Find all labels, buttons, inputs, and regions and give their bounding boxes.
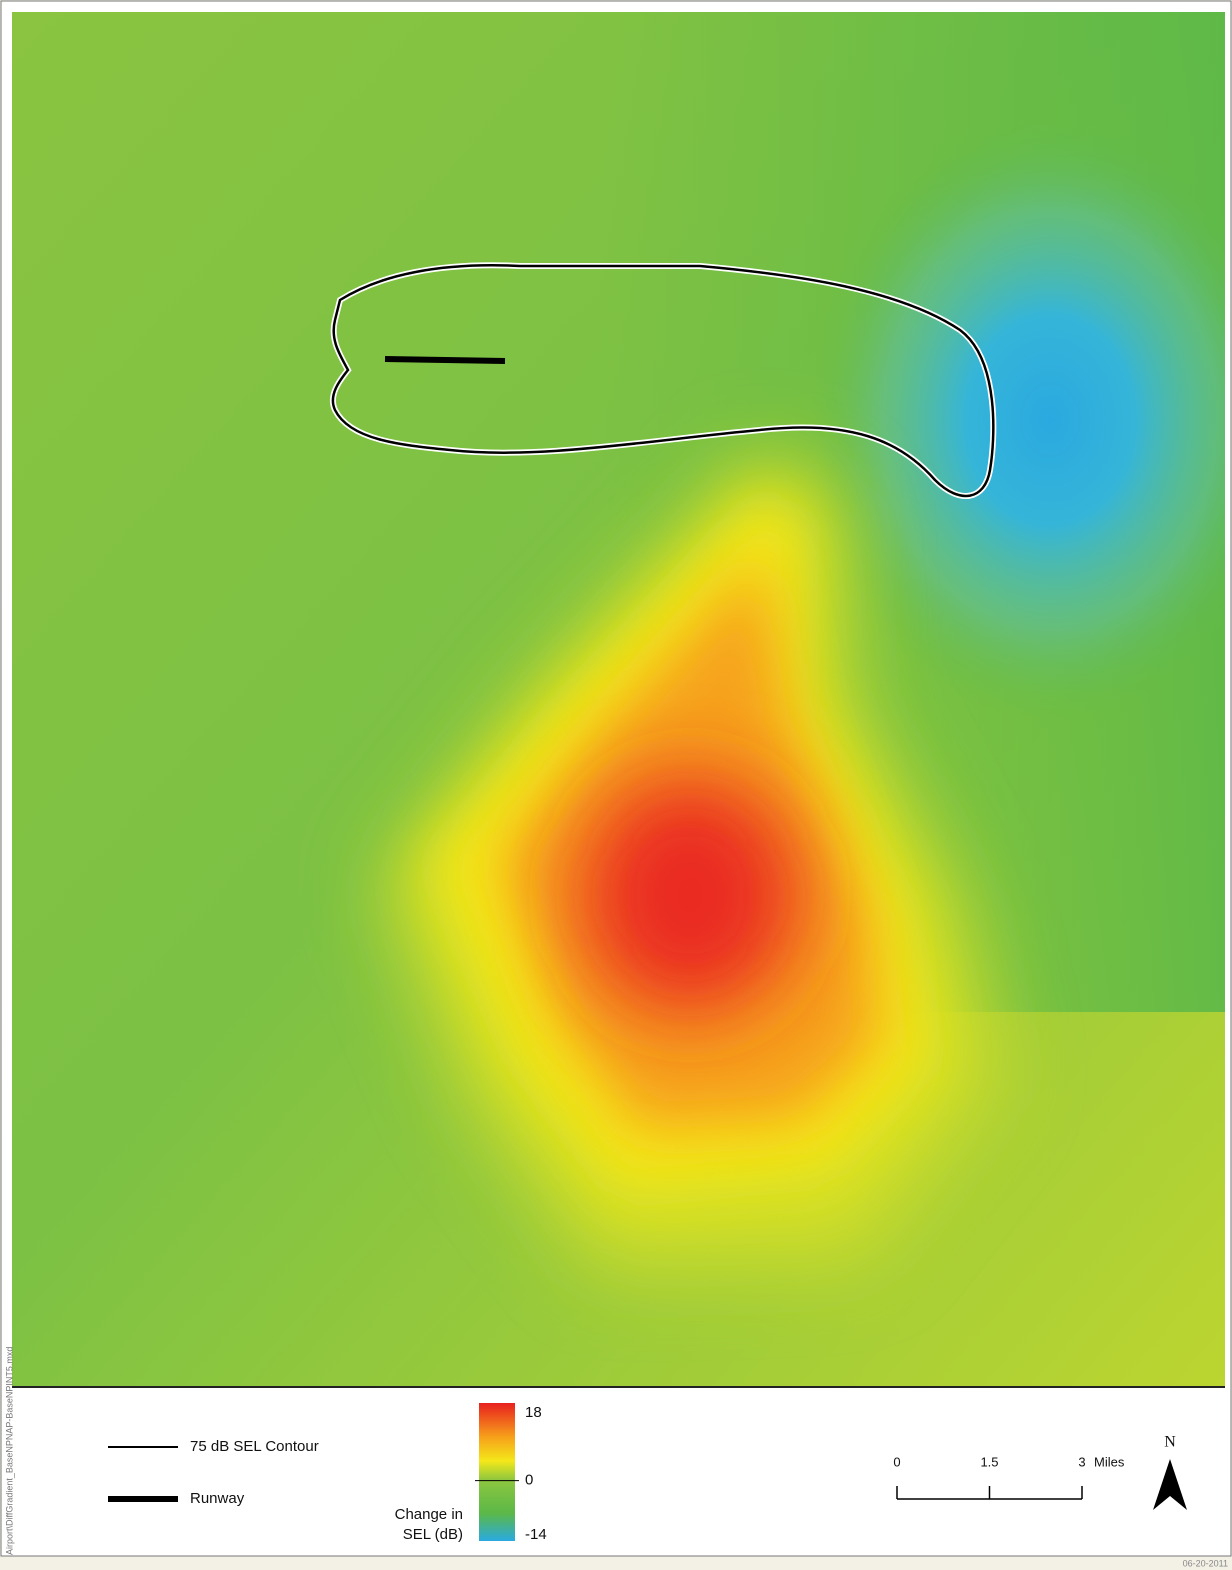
side-label: Airport\DiffGradient_BaseNPNAP-BaseNPINT… [4,1347,14,1555]
scale-tick-label: 3 [1078,1454,1085,1469]
scale-unit: Miles [1094,1454,1125,1469]
date: 06-20-2011 [1183,1558,1228,1568]
scale-tick-label: 0 [893,1454,900,1469]
colorbar-title: Change in [395,1506,463,1523]
sel-contour [331,264,995,498]
north-label: N [1164,1434,1176,1451]
colorbar-tick-label: 0 [525,1472,533,1489]
legend-contour-label: 75 dB SEL Contour [190,1438,319,1455]
colorbar [479,1403,515,1541]
legend-runway-label: Runway [190,1490,245,1507]
heatmap [12,12,1225,1387]
runway [384,356,506,364]
north-arrow [1153,1459,1187,1510]
colorbar-title: SEL (dB) [403,1526,463,1543]
scale-tick-label: 1.5 [980,1454,998,1469]
colorbar-tick-label: 18 [525,1404,542,1421]
colorbar-tick-label: -14 [525,1526,547,1543]
